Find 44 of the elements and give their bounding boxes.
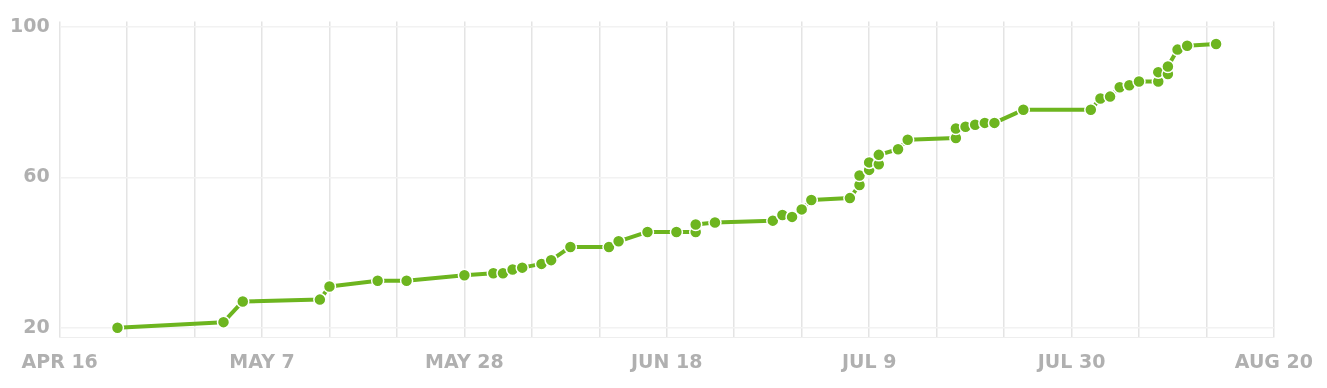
point [1103,89,1117,104]
point [785,210,799,224]
point [872,148,886,162]
point [216,315,231,329]
x-tick-label: APR 16 [21,349,98,372]
point [708,215,722,230]
point [804,193,819,207]
x-tick-label: JUL 30 [1035,349,1106,372]
y-tick-label: 100 [9,13,50,36]
point [515,260,529,275]
point [1161,59,1175,74]
point [852,168,867,183]
y-tick-label: 60 [23,164,50,187]
point [900,133,915,147]
point [794,202,809,217]
point [322,279,337,294]
x-tick-label: MAY 7 [229,349,295,372]
point [669,225,684,239]
point [1016,103,1031,117]
point [457,268,472,282]
point [236,294,250,309]
point [1084,103,1098,117]
point [370,274,385,288]
y-tick-label: 20 [23,314,50,337]
x-tick-label: MAY 28 [425,349,504,372]
point [843,191,857,205]
x-tick-label: JUN 18 [629,349,703,372]
point [544,253,558,267]
x-tick-label: AUG 20 [1234,349,1313,372]
point [110,321,125,335]
point [766,213,780,228]
point [987,116,1002,130]
point [640,225,655,239]
point [602,240,616,254]
point [313,292,327,307]
point [1132,74,1146,89]
point [611,234,626,249]
point [891,142,905,156]
point [563,240,578,254]
point [1209,37,1223,51]
point [688,217,703,232]
x-tick-label: JUL 9 [839,349,897,372]
point [1180,39,1194,53]
point [399,274,414,288]
